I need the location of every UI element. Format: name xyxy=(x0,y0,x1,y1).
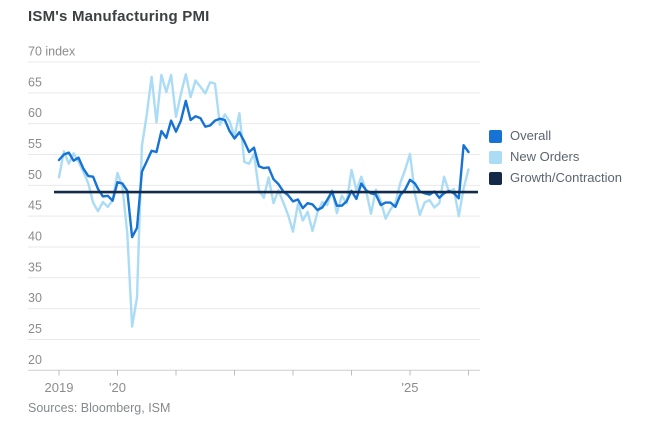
y-tick-label: 30 xyxy=(28,291,42,305)
y-tick-label: 70 index xyxy=(28,45,76,59)
y-tick-label: 40 xyxy=(28,229,42,243)
x-tick-label: '25 xyxy=(402,380,419,395)
legend-label-new-orders: New Orders xyxy=(510,149,580,164)
source-attribution: Sources: Bloomberg, ISM xyxy=(28,401,171,415)
new-orders-swatch-icon xyxy=(489,150,502,164)
legend-item-growth-contraction: Growth/Contraction xyxy=(489,171,622,185)
y-tick-label: 55 xyxy=(28,137,42,151)
y-tick-label: 35 xyxy=(28,260,42,274)
legend-label-growth-contraction: Growth/Contraction xyxy=(510,170,622,185)
y-tick-label: 25 xyxy=(28,322,42,336)
x-tick-label: 2019 xyxy=(45,380,74,395)
x-tick-label: '20 xyxy=(109,380,126,395)
page-title: ISM's Manufacturing PMI xyxy=(28,8,210,25)
y-tick-label: 65 xyxy=(28,75,42,89)
legend: Overall New Orders Growth/Contraction xyxy=(489,129,622,185)
legend-item-overall: Overall xyxy=(489,129,622,143)
new-orders-line xyxy=(57,73,470,328)
overall-swatch-icon xyxy=(489,129,502,143)
overall-line xyxy=(57,99,470,239)
y-tick-label: 45 xyxy=(28,199,42,213)
growth-contraction-swatch-icon xyxy=(489,171,502,185)
y-tick-label: 50 xyxy=(28,168,42,182)
legend-label-overall: Overall xyxy=(510,128,552,143)
legend-item-new-orders: New Orders xyxy=(489,150,622,164)
y-tick-label: 20 xyxy=(28,353,42,367)
y-tick-label: 60 xyxy=(28,106,42,120)
